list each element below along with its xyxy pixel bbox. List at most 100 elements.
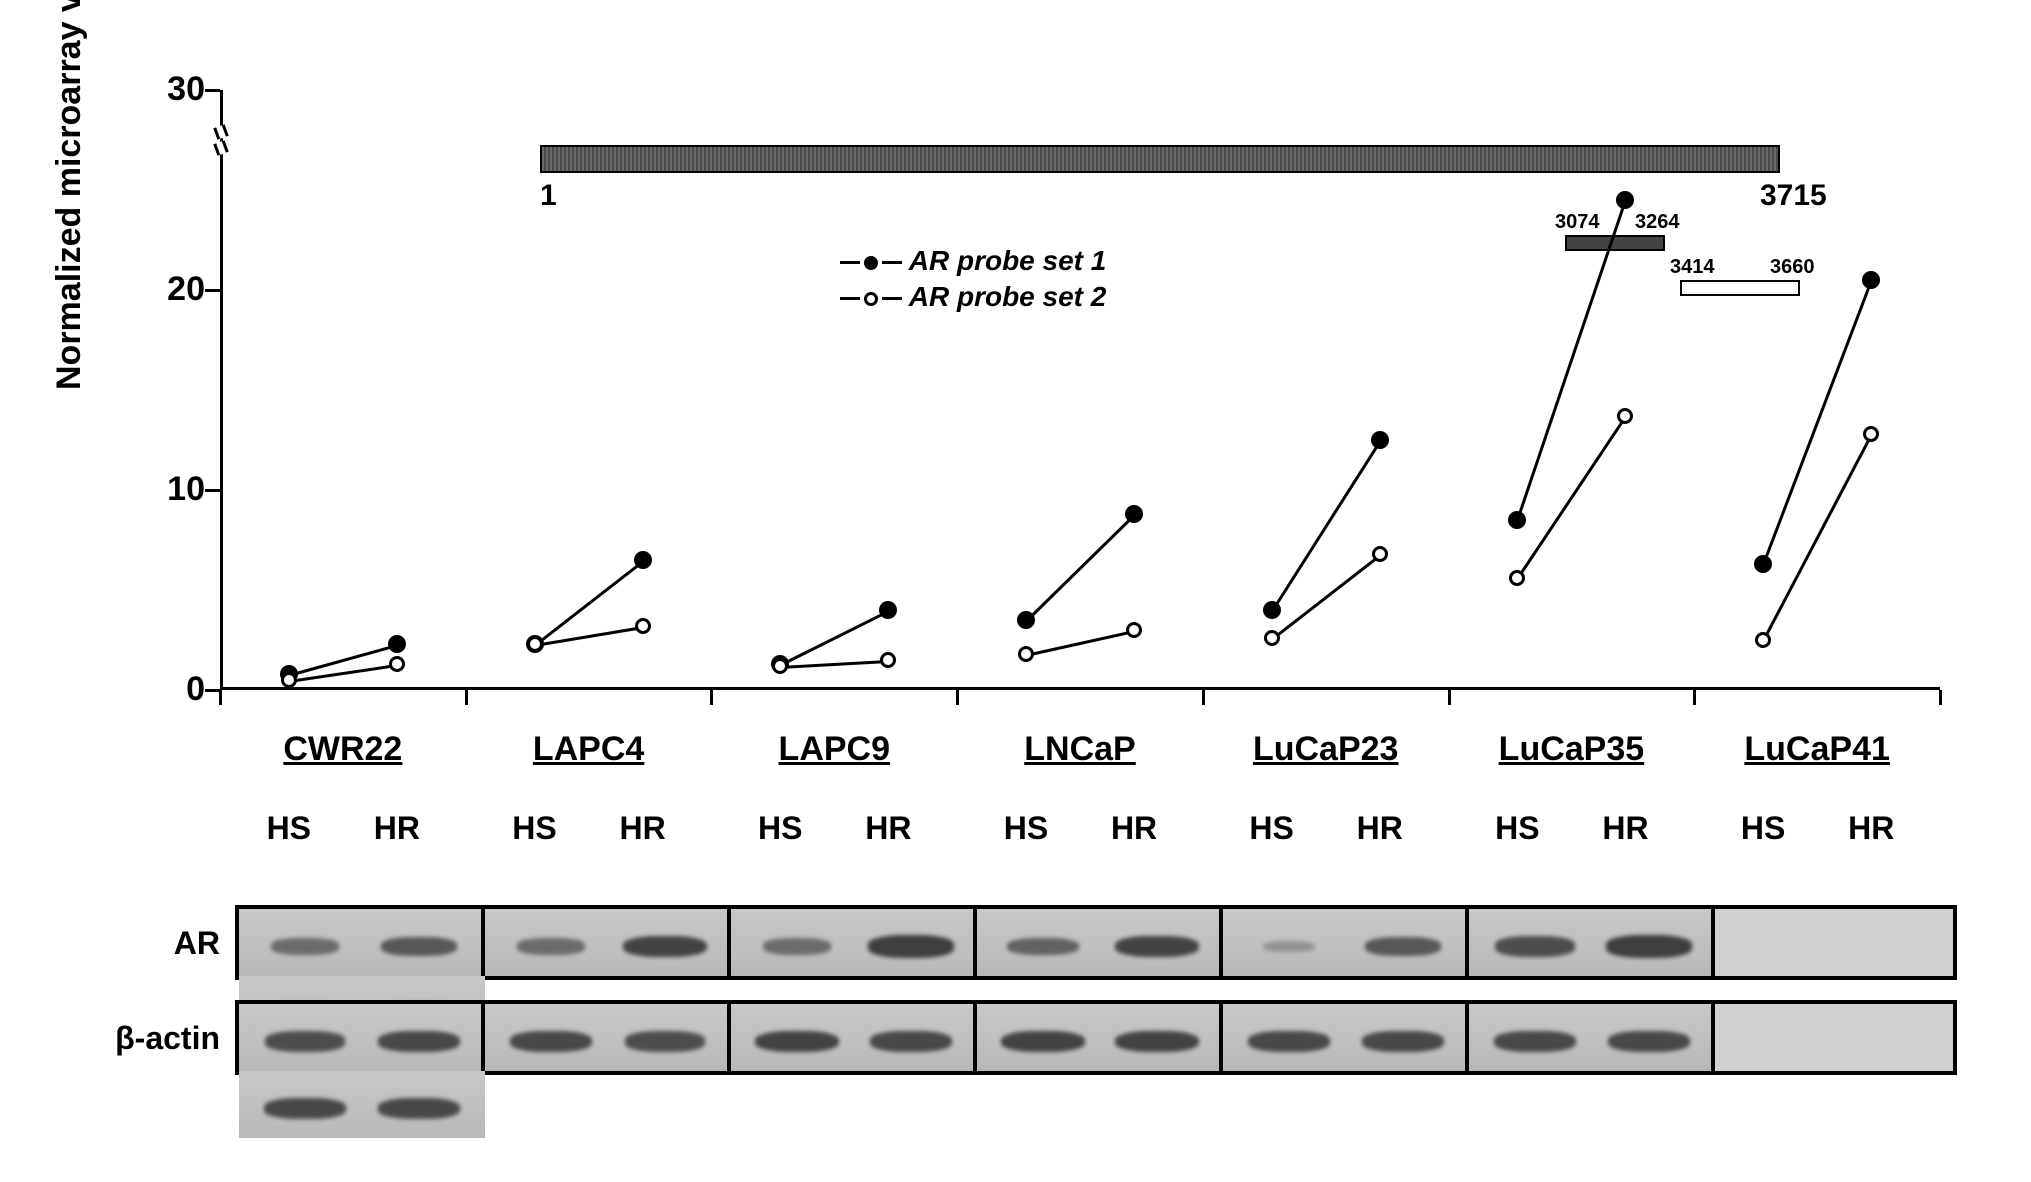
data-marker (1264, 630, 1280, 646)
data-marker (389, 656, 405, 672)
probe-end-label: 3264 (1635, 211, 1680, 234)
data-marker (1617, 408, 1633, 424)
category-label: LNCaP (1000, 730, 1160, 769)
y-tick (205, 689, 220, 692)
data-marker (634, 551, 652, 569)
blot-band (1495, 936, 1575, 957)
category-label: CWR22 (263, 730, 423, 769)
series-line (534, 626, 643, 647)
blot-cell (731, 909, 977, 976)
axis-break-mark (213, 124, 228, 139)
blot-cell (731, 1004, 977, 1071)
blot-band (755, 1031, 839, 1053)
data-marker (1372, 546, 1388, 562)
blot-cell (1223, 909, 1469, 976)
blot-cell (977, 1004, 1223, 1071)
data-marker (879, 601, 897, 619)
blot-band (1365, 937, 1441, 956)
x-tick (1939, 690, 1942, 705)
blot-band (1608, 1031, 1690, 1052)
series-line (1026, 630, 1135, 657)
series-line (289, 664, 398, 683)
blot-band (763, 938, 831, 954)
probe-start-label: 3414 (1670, 256, 1715, 279)
plot-area: 137153074326434143660 AR probe set 1 AR … (220, 90, 1940, 690)
blot-cell (485, 1004, 731, 1071)
blot-cell (1469, 1004, 1715, 1071)
blot-band (1115, 936, 1199, 958)
data-marker (880, 652, 896, 668)
y-tick-label: 0 (155, 670, 205, 709)
legend-label: AR probe set 2 (909, 281, 1107, 312)
y-tick-label: 10 (155, 470, 205, 509)
data-marker (281, 672, 297, 688)
subcategory-label: HR (613, 810, 673, 847)
x-tick (219, 690, 222, 705)
blot-cell (239, 1071, 485, 1138)
legend-item: AR probe set 2 (840, 281, 1106, 313)
blot-band (868, 935, 954, 958)
series-line (1270, 441, 1381, 613)
blot-band (378, 1031, 460, 1052)
axis-break-mark (213, 140, 228, 155)
blot-band (271, 938, 339, 954)
data-marker (527, 636, 543, 652)
blot-cell (485, 909, 731, 976)
y-tick-label: 30 (155, 70, 205, 109)
data-marker (1508, 511, 1526, 529)
gene-bar (540, 145, 1780, 173)
blot-band (623, 936, 707, 958)
data-marker (1755, 632, 1771, 648)
blot-band (265, 1031, 345, 1052)
blot-band (381, 937, 457, 956)
series-line (1516, 417, 1627, 581)
data-marker (1616, 191, 1634, 209)
blot-cell (1469, 909, 1715, 976)
x-tick (465, 690, 468, 705)
data-marker (1509, 570, 1525, 586)
subcategory-label: HS (505, 810, 565, 847)
category-label: LAPC9 (754, 730, 914, 769)
series-line (780, 660, 888, 669)
blot-band (517, 938, 585, 954)
y-tick (205, 289, 220, 292)
category-label: LAPC4 (509, 730, 669, 769)
data-marker (1126, 622, 1142, 638)
blot-band (1494, 1031, 1576, 1052)
category-label: LuCaP41 (1737, 730, 1897, 769)
x-tick (1448, 690, 1451, 705)
legend-label: AR probe set 1 (909, 245, 1107, 276)
data-marker (1017, 611, 1035, 629)
y-axis-label: Normalized microarray value (50, 0, 89, 390)
subcategory-label: HS (259, 810, 319, 847)
gene-start-label: 1 (540, 179, 557, 213)
subcategory-label: HS (750, 810, 810, 847)
data-marker (388, 635, 406, 653)
data-marker (1754, 555, 1772, 573)
gene-end-label: 3715 (1760, 179, 1827, 213)
x-tick (956, 690, 959, 705)
blot-band (625, 1031, 705, 1052)
data-marker (1863, 426, 1879, 442)
series-line (534, 560, 644, 646)
data-marker (1371, 431, 1389, 449)
subcategory-label: HR (367, 810, 427, 847)
series-line (1271, 554, 1381, 640)
blot-row-label: AR (110, 925, 220, 962)
figure-container: Normalized microarray value 137153074326… (40, 40, 1991, 1142)
subcategory-label: HR (1104, 810, 1164, 847)
blot-band (1362, 1031, 1444, 1052)
data-marker (1125, 505, 1143, 523)
blot-band (1606, 935, 1692, 958)
x-tick (710, 690, 713, 705)
category-label: LuCaP35 (1491, 730, 1651, 769)
blot-band (264, 1098, 346, 1119)
subcategory-label: HR (1841, 810, 1901, 847)
series-line (1762, 435, 1873, 642)
blot-row (235, 905, 1957, 980)
data-marker (1862, 271, 1880, 289)
y-tick (205, 489, 220, 492)
blot-band (870, 1031, 952, 1052)
blot-band (1115, 1031, 1199, 1053)
subcategory-label: HS (1733, 810, 1793, 847)
